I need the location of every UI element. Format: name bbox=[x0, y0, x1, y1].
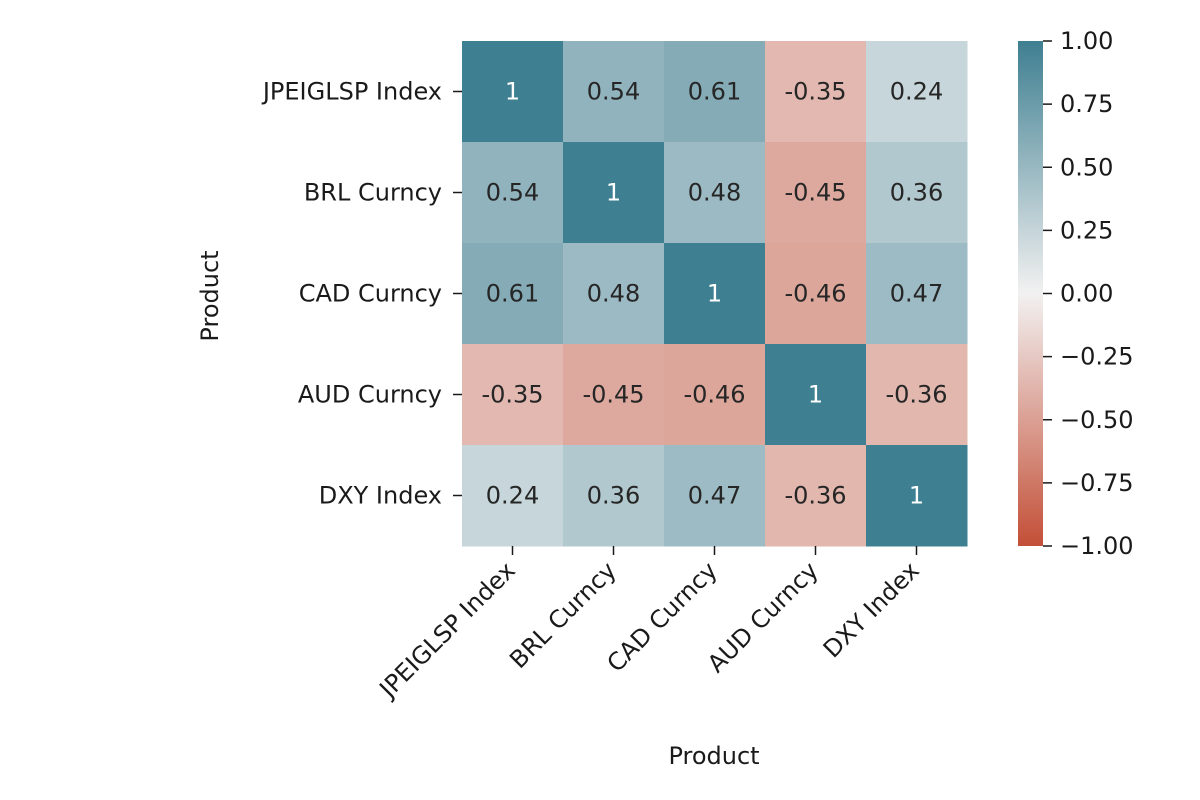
heatmap-cell bbox=[563, 243, 665, 345]
heatmap-cells: 1 0.54 0.61 -0.35 0.24 0.54 1 0.48 -0.45 0.36 0.61… bbox=[462, 41, 968, 547]
cell-value-label: 0.24 bbox=[890, 78, 943, 106]
y-tick-label: BRL Curncy bbox=[304, 179, 442, 207]
cell-value-label: 1 bbox=[909, 482, 924, 510]
heatmap-cell bbox=[563, 142, 665, 244]
cell-value-label: 0.36 bbox=[587, 482, 640, 510]
heatmap-cell bbox=[664, 142, 766, 244]
cell-value-label: 1 bbox=[606, 179, 621, 207]
x-tick-label: DXY Index bbox=[818, 556, 925, 663]
heatmap-cell bbox=[866, 445, 968, 547]
cell-value-label: -0.46 bbox=[784, 280, 846, 308]
y-tick-label: AUD Curncy bbox=[298, 381, 442, 409]
heatmap-cell bbox=[765, 41, 867, 143]
cell-value-label: 0.48 bbox=[688, 179, 741, 207]
colorbar-tick-label: −0.25 bbox=[1060, 343, 1134, 371]
cell-value-label: -0.45 bbox=[582, 381, 644, 409]
colorbar-tick-label: 0.00 bbox=[1060, 280, 1113, 308]
cell-value-label: 0.24 bbox=[486, 482, 539, 510]
colorbar-tick-label: −1.00 bbox=[1060, 532, 1134, 560]
heatmap-cell bbox=[462, 344, 564, 446]
cell-value-label: -0.46 bbox=[683, 381, 745, 409]
cell-value-label: 0.36 bbox=[890, 179, 943, 207]
cell-value-label: -0.45 bbox=[784, 179, 846, 207]
heatmap-cell bbox=[765, 243, 867, 345]
cell-value-label: 0.61 bbox=[688, 78, 741, 106]
heatmap-cell bbox=[462, 243, 564, 345]
colorbar-gradient bbox=[1018, 41, 1043, 546]
cell-value-label: 0.54 bbox=[486, 179, 539, 207]
heatmap-cell bbox=[664, 344, 766, 446]
cell-value-label: 0.61 bbox=[486, 280, 539, 308]
y-tick-label: JPEIGLSP Index bbox=[261, 78, 442, 106]
heatmap-cell bbox=[462, 445, 564, 547]
y-tick-label: DXY Index bbox=[319, 482, 442, 510]
heatmap-cell bbox=[765, 445, 867, 547]
heatmap-cell bbox=[664, 445, 766, 547]
colorbar-tick-label: 0.50 bbox=[1060, 153, 1113, 181]
cell-value-label: 0.47 bbox=[890, 280, 943, 308]
colorbar-tick-label: −0.50 bbox=[1060, 406, 1134, 434]
heatmap-cell bbox=[866, 41, 968, 143]
x-axis-label: Product bbox=[668, 742, 759, 770]
heatmap-cell bbox=[563, 41, 665, 143]
cell-value-label: 0.48 bbox=[587, 280, 640, 308]
cell-value-label: -0.35 bbox=[784, 78, 846, 106]
colorbar: 1.00 0.75 0.50 0.25 0.00 −0.25 −0.50 −0.75 −1.00 bbox=[1018, 27, 1134, 560]
heatmap-cell bbox=[765, 344, 867, 446]
y-axis-label: Product bbox=[196, 250, 224, 341]
colorbar-tick-label: 0.25 bbox=[1060, 216, 1113, 244]
cell-value-label: 1 bbox=[808, 381, 823, 409]
colorbar-tick-label: 1.00 bbox=[1060, 27, 1113, 55]
heatmap-cell bbox=[866, 344, 968, 446]
heatmap-cell bbox=[462, 142, 564, 244]
cell-value-label: -0.36 bbox=[784, 482, 846, 510]
cell-value-label: 1 bbox=[707, 280, 722, 308]
heatmap-cell bbox=[866, 243, 968, 345]
heatmap-cell bbox=[563, 344, 665, 446]
cell-value-label: 1 bbox=[505, 78, 520, 106]
x-tick-label: JPEIGLSP Index bbox=[373, 556, 521, 704]
heatmap-cell bbox=[664, 41, 766, 143]
heatmap-cell bbox=[664, 243, 766, 345]
cell-value-label: -0.35 bbox=[481, 381, 543, 409]
heatmap-cell bbox=[563, 445, 665, 547]
cell-value-label: -0.36 bbox=[885, 381, 947, 409]
cell-value-label: 0.54 bbox=[587, 78, 640, 106]
heatmap-cell bbox=[765, 142, 867, 244]
y-axis-ticks: JPEIGLSP Index BRL Curncy CAD Curncy AUD Cu… bbox=[261, 78, 462, 510]
cell-value-label: 0.47 bbox=[688, 482, 741, 510]
colorbar-tick-label: −0.75 bbox=[1060, 469, 1134, 497]
colorbar-tick-label: 0.75 bbox=[1060, 90, 1113, 118]
heatmap-cell bbox=[462, 41, 564, 143]
y-tick-label: CAD Curncy bbox=[299, 280, 442, 308]
heatmap-cell bbox=[866, 142, 968, 244]
